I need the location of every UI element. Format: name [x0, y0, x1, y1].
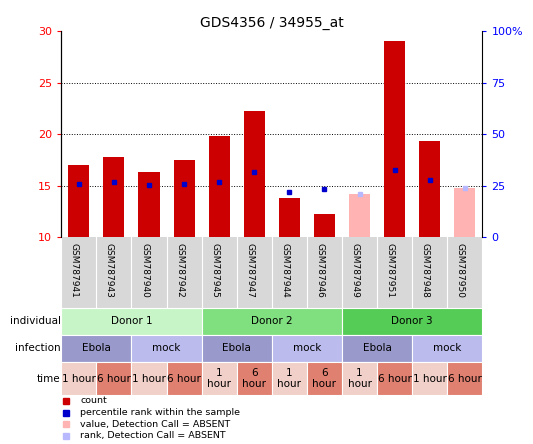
- Text: GSM787948: GSM787948: [421, 243, 430, 297]
- Text: GSM787942: GSM787942: [175, 243, 184, 297]
- Text: GSM787941: GSM787941: [70, 243, 79, 297]
- Text: count: count: [80, 396, 107, 405]
- Bar: [61, 362, 96, 396]
- Bar: [384, 41, 405, 237]
- Text: 1 hour: 1 hour: [62, 374, 96, 384]
- Text: GSM787944: GSM787944: [280, 243, 289, 297]
- Bar: [279, 198, 300, 237]
- Text: 6 hour: 6 hour: [167, 374, 201, 384]
- Bar: [139, 172, 159, 237]
- Text: GSM787943: GSM787943: [105, 243, 114, 297]
- Text: 6
hour: 6 hour: [243, 368, 266, 389]
- Bar: [342, 335, 412, 362]
- Bar: [307, 362, 342, 396]
- Text: Donor 3: Donor 3: [391, 317, 433, 326]
- Text: value, Detection Call = ABSENT: value, Detection Call = ABSENT: [80, 420, 230, 428]
- Bar: [174, 160, 195, 237]
- Text: GSM787949: GSM787949: [351, 243, 360, 297]
- Text: GSM787940: GSM787940: [140, 243, 149, 297]
- Text: infection: infection: [15, 344, 61, 353]
- Text: GSM787946: GSM787946: [316, 243, 325, 297]
- Text: GSM787947: GSM787947: [245, 243, 254, 297]
- Bar: [272, 362, 307, 396]
- Bar: [166, 362, 201, 396]
- Bar: [419, 141, 440, 237]
- Text: 6 hour: 6 hour: [378, 374, 411, 384]
- Bar: [412, 362, 447, 396]
- Bar: [237, 362, 272, 396]
- Text: Donor 2: Donor 2: [251, 317, 293, 326]
- Text: GSM787950: GSM787950: [456, 243, 465, 298]
- Bar: [201, 308, 342, 335]
- Bar: [412, 335, 482, 362]
- Bar: [244, 111, 265, 237]
- Text: mock: mock: [433, 344, 462, 353]
- Bar: [349, 194, 370, 237]
- Text: GSM787951: GSM787951: [386, 243, 394, 298]
- Bar: [201, 362, 237, 396]
- Text: 6 hour: 6 hour: [97, 374, 131, 384]
- Text: GSM787945: GSM787945: [210, 243, 219, 297]
- Bar: [342, 362, 377, 396]
- Bar: [61, 335, 132, 362]
- Text: 6
hour: 6 hour: [312, 368, 336, 389]
- Bar: [377, 362, 412, 396]
- Bar: [272, 335, 342, 362]
- Text: Ebola: Ebola: [222, 344, 251, 353]
- Bar: [314, 214, 335, 237]
- Text: mock: mock: [152, 344, 181, 353]
- Text: 1
hour: 1 hour: [277, 368, 301, 389]
- Bar: [209, 136, 230, 237]
- Text: time: time: [37, 374, 61, 384]
- Bar: [447, 362, 482, 396]
- Bar: [342, 308, 482, 335]
- Title: GDS4356 / 34955_at: GDS4356 / 34955_at: [200, 16, 344, 30]
- Bar: [454, 188, 475, 237]
- Text: 6 hour: 6 hour: [448, 374, 482, 384]
- Bar: [132, 362, 166, 396]
- Text: Ebola: Ebola: [362, 344, 392, 353]
- Text: Donor 1: Donor 1: [111, 317, 152, 326]
- Text: 1
hour: 1 hour: [207, 368, 231, 389]
- Text: Ebola: Ebola: [82, 344, 111, 353]
- Text: individual: individual: [10, 317, 61, 326]
- Bar: [201, 335, 272, 362]
- Bar: [103, 157, 125, 237]
- Text: rank, Detection Call = ABSENT: rank, Detection Call = ABSENT: [80, 431, 226, 440]
- Text: percentile rank within the sample: percentile rank within the sample: [80, 408, 240, 417]
- Bar: [61, 308, 201, 335]
- Text: 1 hour: 1 hour: [413, 374, 447, 384]
- Bar: [96, 362, 132, 396]
- Text: 1
hour: 1 hour: [348, 368, 372, 389]
- Text: mock: mock: [293, 344, 321, 353]
- Text: 1 hour: 1 hour: [132, 374, 166, 384]
- Bar: [132, 335, 201, 362]
- Bar: [68, 165, 90, 237]
